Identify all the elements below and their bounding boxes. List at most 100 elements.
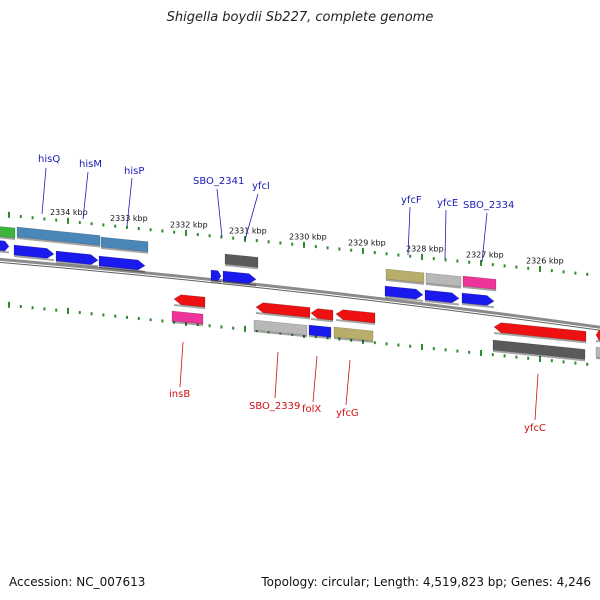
reverse-tick bbox=[137, 317, 140, 321]
reverse-label-leader bbox=[534, 373, 539, 421]
reverse-tick bbox=[539, 355, 541, 362]
forward-tick bbox=[338, 247, 341, 251]
feature-box bbox=[308, 324, 332, 338]
gene-label-reverse: insB bbox=[169, 389, 190, 400]
scale-label: 2334 kbp bbox=[50, 208, 88, 217]
forward-tick bbox=[126, 225, 128, 229]
feature-box-shadow bbox=[225, 264, 258, 270]
forward-tick bbox=[491, 263, 494, 267]
reverse-tick bbox=[126, 315, 128, 319]
map-title: Shigella boydii Sb227, complete genome bbox=[166, 10, 434, 25]
forward-tick bbox=[279, 241, 282, 245]
reverse-tick bbox=[338, 337, 341, 341]
reverse-tick bbox=[456, 349, 459, 353]
scale-label: 2326 kbp bbox=[526, 257, 564, 266]
backbone-line bbox=[0, 257, 600, 329]
reverse-tick bbox=[421, 343, 423, 350]
reverse-tick bbox=[267, 330, 270, 334]
feature-cds-reverse-shadow bbox=[174, 304, 205, 310]
feature-cds-reverse-shadow bbox=[256, 312, 310, 320]
forward-tick bbox=[8, 211, 10, 218]
forward-tick bbox=[90, 222, 93, 226]
feature-box-shadow bbox=[17, 237, 100, 248]
reverse-tick bbox=[279, 331, 282, 335]
feature-cds-reverse bbox=[493, 322, 587, 342]
forward-tick bbox=[55, 218, 58, 222]
forward-tick bbox=[196, 233, 199, 237]
reverse-tick bbox=[43, 307, 46, 311]
reverse-tick bbox=[397, 343, 400, 347]
reverse-label-leader bbox=[312, 355, 318, 403]
backbone-shadow bbox=[0, 261, 600, 331]
forward-label-leader bbox=[444, 209, 447, 260]
reverse-tick bbox=[173, 320, 176, 324]
gene-label-reverse: SBO_2339 bbox=[249, 401, 300, 412]
reverse-tick bbox=[586, 362, 589, 366]
feature-cds-reverse-shadow bbox=[311, 318, 333, 323]
gene-label-forward: yfcE bbox=[437, 198, 458, 209]
feature-cds-reverse bbox=[255, 302, 311, 318]
reverse-tick bbox=[503, 354, 506, 358]
gene-label-forward: yfcF bbox=[401, 195, 422, 206]
reverse-tick bbox=[480, 349, 482, 356]
feature-cds-forward bbox=[13, 244, 55, 259]
forward-tick bbox=[114, 224, 117, 228]
forward-tick bbox=[456, 259, 459, 263]
feature-cds-reverse-shadow bbox=[596, 340, 600, 343]
reverse-tick bbox=[8, 301, 10, 308]
reverse-tick bbox=[185, 319, 187, 326]
feature-box-shadow bbox=[101, 247, 148, 254]
forward-tick bbox=[303, 241, 305, 248]
reverse-tick bbox=[31, 306, 34, 310]
feature-cds-reverse-shadow bbox=[336, 319, 375, 325]
forward-tick bbox=[19, 215, 22, 219]
forward-tick-track bbox=[8, 211, 589, 276]
forward-tick bbox=[43, 217, 46, 221]
forward-tick bbox=[586, 272, 589, 276]
scale-label: 2327 kbp bbox=[466, 251, 504, 260]
gene-features bbox=[0, 226, 600, 362]
feature-box bbox=[16, 226, 101, 246]
forward-label-leader bbox=[82, 171, 89, 220]
reverse-tick bbox=[491, 353, 494, 357]
reverse-label-leader bbox=[345, 359, 351, 406]
feature-box bbox=[492, 339, 586, 360]
forward-tick bbox=[291, 242, 294, 246]
feature-box-shadow bbox=[0, 236, 15, 241]
forward-tick bbox=[137, 227, 140, 231]
forward-tick bbox=[149, 228, 152, 232]
reverse-tick bbox=[232, 326, 235, 330]
feature-cds-reverse bbox=[173, 294, 206, 308]
topology-summary: Topology: circular; Length: 4,519,823 bp… bbox=[261, 575, 591, 589]
feature-cds-reverse-shadow bbox=[494, 332, 586, 344]
feature-cds-forward-shadow bbox=[56, 261, 98, 268]
feature-box bbox=[171, 310, 204, 325]
reverse-tick bbox=[409, 344, 412, 348]
forward-tick bbox=[362, 247, 364, 254]
reverse-tick bbox=[102, 313, 105, 317]
feature-box bbox=[595, 346, 600, 358]
feature-box-shadow bbox=[386, 279, 424, 285]
forward-label-leader bbox=[481, 212, 488, 263]
gene-labels: hisQ hisM hisP SBO_2341 yfcI yfcF yfcE SBO_2334… bbox=[38, 154, 546, 434]
feature-box bbox=[462, 275, 497, 290]
forward-tick bbox=[102, 223, 105, 227]
forward-tick bbox=[468, 260, 471, 264]
gene-label-reverse: yfcG bbox=[336, 408, 359, 419]
feature-cds-forward bbox=[222, 270, 257, 284]
forward-tick bbox=[527, 266, 530, 270]
reverse-tick bbox=[432, 347, 435, 351]
reverse-tick bbox=[515, 355, 518, 359]
forward-tick bbox=[421, 253, 423, 260]
feature-cds-reverse bbox=[335, 309, 376, 324]
forward-tick bbox=[350, 248, 353, 252]
reverse-tick bbox=[444, 348, 447, 352]
feature-cds-forward bbox=[424, 289, 460, 304]
feature-box-shadow bbox=[254, 330, 307, 338]
feature-cds-forward bbox=[210, 269, 222, 282]
feature-cds-forward bbox=[384, 285, 424, 300]
feature-box-shadow bbox=[309, 335, 331, 340]
feature-cds-forward-shadow bbox=[462, 303, 494, 309]
forward-tick bbox=[31, 216, 34, 220]
reverse-tick bbox=[562, 360, 565, 364]
